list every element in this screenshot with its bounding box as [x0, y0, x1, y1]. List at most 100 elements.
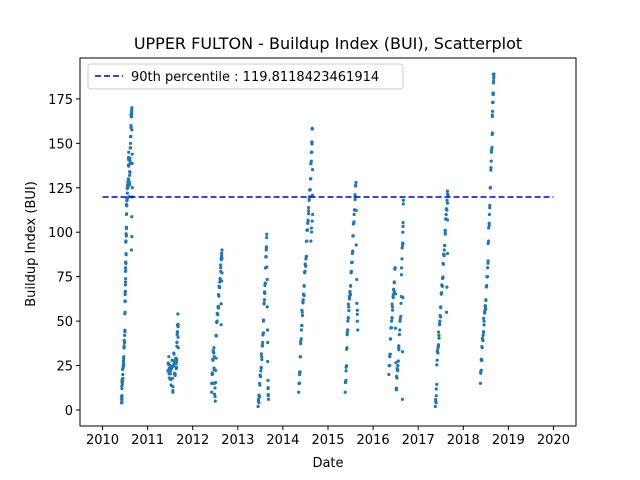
data-point	[351, 249, 355, 253]
data-point	[390, 305, 395, 309]
data-point	[123, 290, 127, 295]
data-point	[346, 316, 350, 320]
data-point	[441, 276, 445, 280]
data-point	[130, 215, 134, 219]
data-point	[480, 346, 484, 350]
x-tick-label: 2019	[492, 433, 525, 448]
data-point	[480, 358, 484, 362]
data-point	[400, 350, 405, 354]
data-point	[309, 230, 314, 234]
x-tick-label: 2010	[86, 433, 119, 448]
data-point	[123, 266, 128, 270]
data-point	[347, 297, 352, 301]
data-point	[396, 363, 400, 368]
data-point	[309, 159, 313, 163]
data-point	[129, 134, 133, 138]
data-point	[124, 253, 128, 257]
data-point	[399, 314, 403, 318]
data-point	[439, 315, 443, 319]
data-point	[442, 254, 446, 258]
data-point	[387, 372, 391, 377]
y-tick-label: 100	[48, 226, 73, 241]
data-point	[443, 243, 447, 247]
data-point	[347, 305, 351, 309]
data-point	[483, 311, 487, 315]
data-point	[482, 316, 486, 320]
data-point	[400, 397, 404, 401]
data-point	[127, 163, 131, 168]
data-point	[213, 386, 217, 390]
data-point	[173, 373, 177, 378]
data-point	[211, 358, 215, 362]
data-point	[257, 395, 262, 399]
data-point	[124, 239, 128, 243]
data-point	[120, 382, 124, 386]
data-point	[399, 273, 404, 277]
x-tick-label: 2016	[357, 433, 390, 448]
data-point	[437, 333, 441, 337]
data-point	[484, 307, 488, 311]
data-point	[442, 248, 446, 252]
data-point	[298, 370, 302, 374]
data-point	[445, 198, 449, 202]
data-point	[356, 328, 360, 332]
data-point	[394, 361, 398, 365]
data-point	[492, 76, 496, 80]
data-point	[306, 219, 310, 223]
data-point	[389, 337, 393, 341]
data-point	[491, 100, 495, 104]
data-point	[130, 128, 134, 132]
data-point	[488, 185, 492, 190]
data-point	[265, 277, 269, 282]
data-point	[401, 296, 405, 300]
data-point	[123, 310, 127, 314]
data-point	[401, 198, 405, 202]
data-point	[124, 234, 128, 238]
data-point	[355, 277, 359, 282]
data-point	[171, 385, 175, 389]
data-point	[343, 390, 347, 394]
data-point	[309, 226, 314, 230]
y-tick-label: 150	[48, 137, 73, 152]
data-point	[301, 301, 305, 305]
data-point	[220, 248, 224, 252]
data-point	[344, 369, 348, 373]
data-point	[174, 365, 179, 369]
data-point	[307, 198, 311, 202]
y-tick-label: 50	[56, 315, 73, 330]
legend-box	[87, 63, 404, 90]
data-point	[214, 368, 218, 372]
data-point	[488, 203, 492, 207]
data-point	[351, 234, 355, 238]
data-point	[262, 301, 266, 305]
data-point	[260, 357, 264, 362]
data-point	[121, 372, 125, 377]
data-point	[440, 284, 444, 288]
data-point	[348, 293, 353, 297]
data-point	[392, 281, 396, 285]
data-point	[125, 191, 129, 195]
data-point	[266, 386, 270, 390]
data-point	[122, 363, 126, 367]
data-point	[123, 269, 128, 273]
data-point	[352, 220, 356, 224]
data-point	[354, 184, 358, 188]
data-point	[489, 166, 493, 170]
data-point	[490, 145, 494, 150]
data-point	[259, 369, 263, 373]
data-point	[489, 150, 494, 154]
data-point	[489, 168, 493, 172]
data-point	[389, 319, 394, 323]
legend-label: 90th percentile : 119.8118423461914	[131, 70, 379, 85]
data-point	[121, 379, 125, 383]
data-point	[436, 351, 440, 355]
data-point	[176, 346, 180, 350]
data-point	[265, 265, 269, 269]
data-point	[259, 374, 263, 379]
data-point	[265, 232, 269, 236]
data-point	[438, 323, 442, 327]
data-point	[347, 309, 351, 313]
data-point	[346, 302, 350, 306]
data-point	[434, 401, 438, 405]
data-point	[219, 279, 224, 283]
